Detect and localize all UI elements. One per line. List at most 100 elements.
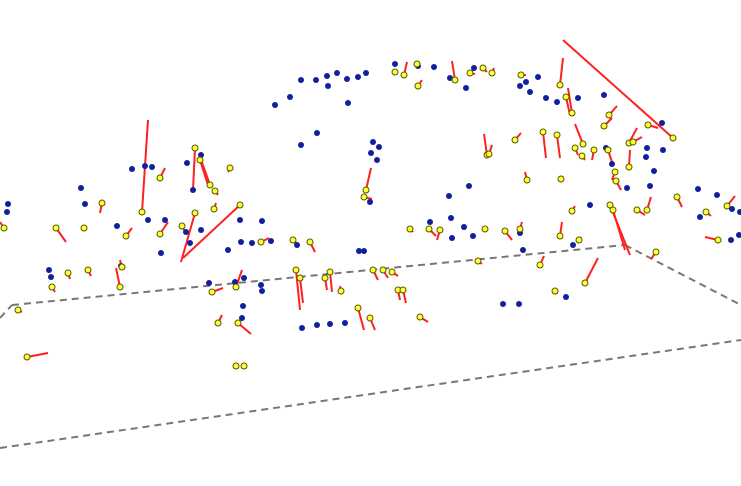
matched-point (556, 232, 564, 240)
matched-point (605, 111, 613, 119)
matched-point (64, 269, 72, 277)
tracked-points (4, 61, 741, 331)
tracked-point (463, 85, 469, 91)
motion-line (612, 209, 626, 251)
tracked-point (145, 217, 151, 223)
tracked-point (431, 64, 437, 70)
matched-point (643, 206, 651, 214)
matched-point (474, 257, 482, 265)
matched-point (416, 313, 424, 321)
matched-point (481, 225, 489, 233)
motion-line (567, 87, 573, 114)
tracked-point (48, 274, 54, 280)
tracked-point (363, 70, 369, 76)
matched-point (523, 176, 531, 184)
tracked-point (647, 183, 653, 189)
tracked-point (714, 192, 720, 198)
tracked-point (609, 161, 615, 167)
tracked-point (158, 250, 164, 256)
matched-point (48, 283, 56, 291)
tracked-point (356, 248, 362, 254)
tracked-point (198, 227, 204, 233)
tracked-point (355, 74, 361, 80)
matched-point (516, 225, 524, 233)
tracked-point (374, 157, 380, 163)
matched-point (702, 208, 710, 216)
tracked-point (258, 282, 264, 288)
tracked-point (643, 154, 649, 160)
matched-point (553, 131, 561, 139)
tracked-point (697, 214, 703, 220)
matched-point (52, 224, 60, 232)
tracked-point (142, 163, 148, 169)
matched-point (156, 230, 164, 238)
motion-line (562, 39, 674, 139)
matched-point (673, 193, 681, 201)
matched-point (292, 266, 300, 274)
tracked-point (427, 219, 433, 225)
tracked-point (268, 238, 274, 244)
tracked-point (729, 206, 735, 212)
plane-edge (0, 304, 13, 319)
matched-point (579, 140, 587, 148)
matched-point (571, 144, 579, 152)
matched-point (633, 206, 641, 214)
matched-point (451, 76, 459, 84)
matched-point (234, 319, 242, 327)
matched-point (652, 248, 660, 256)
tracked-point (114, 223, 120, 229)
matched-point (178, 222, 186, 230)
matched-point (362, 186, 370, 194)
tracked-point (570, 242, 576, 248)
motion-line (26, 352, 49, 358)
matched-point (0, 224, 8, 232)
tracked-point (238, 239, 244, 245)
matched-point (236, 201, 244, 209)
matched-point (723, 202, 731, 210)
tracked-point (198, 152, 204, 158)
tracked-point (660, 147, 666, 153)
tracked-point (543, 95, 549, 101)
motion-line (483, 133, 488, 156)
tracked-point (517, 83, 523, 89)
matched-point (562, 93, 570, 101)
matched-point (240, 362, 248, 370)
matched-point (191, 144, 199, 152)
tracked-point (345, 100, 351, 106)
tracked-point (447, 75, 453, 81)
tracked-point (466, 183, 472, 189)
matched-point (296, 274, 304, 282)
tracked-point (728, 237, 734, 243)
matched-point (289, 236, 297, 244)
tracked-point (695, 186, 701, 192)
matched-point (360, 193, 368, 201)
matched-point (257, 238, 265, 246)
tracked-point (294, 242, 300, 248)
matched-point (511, 136, 519, 144)
tracked-point (187, 240, 193, 246)
matched-point (466, 69, 474, 77)
matched-point (536, 261, 544, 269)
matched-point (399, 286, 407, 294)
tracked-point (527, 89, 533, 95)
tracked-point (563, 294, 569, 300)
matched-point (600, 122, 608, 130)
matched-point (366, 314, 374, 322)
motion-line (542, 131, 547, 159)
matched-point (226, 164, 234, 172)
motion-line (192, 147, 196, 191)
tracked-point (327, 321, 333, 327)
matched-point (611, 168, 619, 176)
tracked-point (325, 83, 331, 89)
tracked-point (448, 215, 454, 221)
tracked-point (313, 77, 319, 83)
tracked-point (520, 247, 526, 253)
tracked-point (5, 201, 11, 207)
tracked-point (240, 303, 246, 309)
tracked-point (461, 224, 467, 230)
matched-point (321, 274, 329, 282)
tracked-point (232, 279, 238, 285)
matched-point (578, 152, 586, 160)
matched-points (0, 60, 731, 370)
